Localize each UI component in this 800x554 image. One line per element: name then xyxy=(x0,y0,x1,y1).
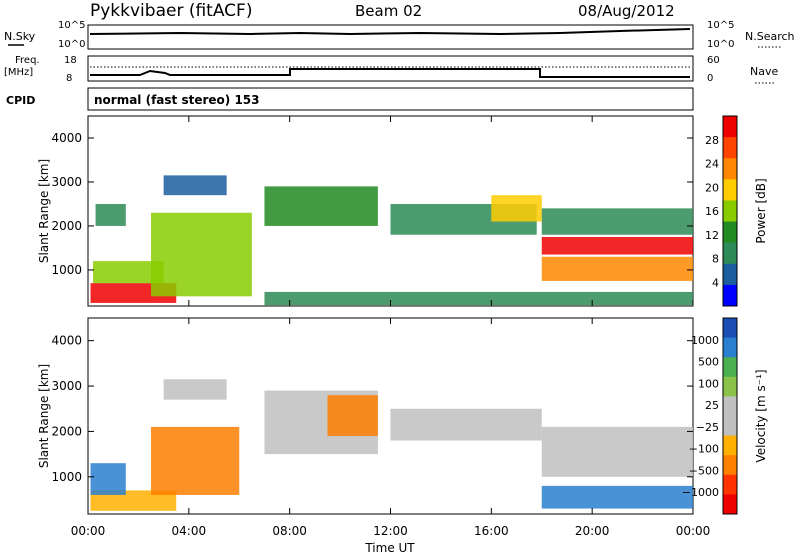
velocity-ytick-2: 2000 xyxy=(51,424,82,438)
velocity-colorbar: 1000 500 100 25 −25 −100 −500 −1000 xyxy=(682,317,738,515)
power-ytick-0: 4000 xyxy=(51,131,82,145)
power-heatmap: 4000 3000 2000 1000 xyxy=(51,115,694,307)
power-colorbar-swatch-1 xyxy=(723,137,737,159)
x-tick-3: 12:00 xyxy=(373,524,408,538)
power-region-2 xyxy=(95,203,126,226)
velocity-colorbar-swatch-4 xyxy=(723,396,737,417)
cpid-program: normal (fast stereo) 153 xyxy=(94,93,260,107)
velocity-ytick-1: 3000 xyxy=(51,379,82,393)
power-colorbar-tick-1: 24 xyxy=(705,158,719,171)
power-region-11 xyxy=(264,291,693,306)
velocity-colorbar-tick-3: 25 xyxy=(705,399,719,412)
velocity-region-0 xyxy=(90,490,177,511)
power-ytick-1: 3000 xyxy=(51,175,82,189)
velocity-ylabel: Slant Range [km] xyxy=(37,364,51,468)
power-colorbar-swatch-2 xyxy=(723,158,737,180)
power-region-4 xyxy=(163,175,227,196)
power-region-5 xyxy=(264,186,378,226)
x-tick-6: 00:00 xyxy=(676,524,711,538)
velocity-region-5 xyxy=(327,395,378,436)
power-colorbar-tick-3: 16 xyxy=(705,205,719,218)
x-tick-0: 00:00 xyxy=(71,524,106,538)
velocity-colorbar-swatch-8 xyxy=(723,474,737,495)
x-tick-2: 08:00 xyxy=(272,524,307,538)
power-colorbar-swatch-4 xyxy=(723,200,737,223)
power-ytick-3: 1000 xyxy=(51,263,82,277)
power-colorbar-swatch-0 xyxy=(723,116,737,138)
x-tick-5: 20:00 xyxy=(575,524,610,538)
freq-tick-low: 8 xyxy=(66,73,72,84)
power-ylabel: Slant Range [km] xyxy=(37,159,51,263)
power-colorbar-tick-0: 28 xyxy=(705,134,719,147)
beam-title: Beam 02 xyxy=(355,2,422,20)
freq-panel xyxy=(87,55,694,82)
power-region-3 xyxy=(151,212,252,297)
cpid-label: CPID xyxy=(6,94,35,107)
power-colorbar-swatch-8 xyxy=(723,284,737,307)
power-colorbar: 28 24 20 16 12 8 4 xyxy=(705,115,738,307)
power-region-7 xyxy=(491,195,542,222)
velocity-colorbar-tick-0: 1000 xyxy=(691,334,719,347)
power-colorbar-swatch-3 xyxy=(723,179,737,201)
velocity-colorbar-swatch-3 xyxy=(723,376,737,397)
power-colorbar-tick-2: 20 xyxy=(705,181,719,194)
power-colorbar-tick-5: 8 xyxy=(712,253,719,266)
freq-label-line2: [MHz] xyxy=(4,67,33,78)
nsky-label: N.Sky xyxy=(4,30,36,43)
x-axis: 00:00 04:00 08:00 12:00 16:00 20:00 00:00 xyxy=(71,116,711,538)
x-axis-label: Time UT xyxy=(364,541,415,554)
velocity-colorbar-tick-2: 100 xyxy=(698,377,719,390)
station-title: Pykkvibaer (fitACF) xyxy=(90,1,252,21)
velocity-colorbar-swatch-2 xyxy=(723,357,737,378)
velocity-colorbar-swatch-1 xyxy=(723,337,737,358)
power-ytick-2: 2000 xyxy=(51,219,82,233)
power-colorbar-tick-4: 12 xyxy=(705,229,719,242)
power-region-9 xyxy=(541,256,693,281)
velocity-colorbar-label: Velocity [m s⁻¹] xyxy=(754,369,768,462)
power-region-10 xyxy=(541,208,693,235)
velocity-region-7 xyxy=(541,426,693,477)
x-tick-4: 16:00 xyxy=(474,524,509,538)
velocity-ytick-0: 4000 xyxy=(51,334,82,348)
velocity-region-3 xyxy=(163,379,227,400)
velocity-ytick-3: 1000 xyxy=(51,470,82,484)
power-colorbar-swatch-6 xyxy=(723,242,737,265)
velocity-region-2 xyxy=(151,426,240,495)
date-title: 08/Aug/2012 xyxy=(578,2,675,20)
velocity-colorbar-tick-1: 500 xyxy=(698,356,719,369)
velocity-colorbar-swatch-6 xyxy=(723,435,737,456)
freq-label-line1: Freq. xyxy=(15,55,40,66)
power-colorbar-swatch-5 xyxy=(723,221,737,244)
freq-tick-high: 18 xyxy=(64,55,77,66)
power-colorbar-label: Power [dB] xyxy=(754,178,768,243)
velocity-colorbar-swatch-7 xyxy=(723,455,737,476)
nave-tick-low: 0 xyxy=(707,73,713,84)
nsearch-tick-high: 10^5 xyxy=(707,20,734,31)
velocity-region-6 xyxy=(390,408,542,441)
nsky-tick-high: 10^5 xyxy=(58,20,85,31)
power-colorbar-swatch-7 xyxy=(723,263,737,286)
velocity-colorbar-swatch-9 xyxy=(723,494,737,515)
velocity-colorbar-tick-5: −100 xyxy=(689,443,719,456)
velocity-colorbar-tick-6: −500 xyxy=(689,464,719,477)
power-region-1 xyxy=(93,261,164,284)
velocity-colorbar-tick-7: −1000 xyxy=(682,486,719,499)
nsearch-label: N.Search xyxy=(745,30,795,43)
velocity-region-1 xyxy=(90,463,126,495)
velocity-colorbar-swatch-5 xyxy=(723,416,737,437)
nave-tick-high: 60 xyxy=(707,55,720,66)
power-colorbar-tick-6: 4 xyxy=(712,276,719,289)
nave-label: Nave xyxy=(750,65,778,78)
x-tick-1: 04:00 xyxy=(172,524,207,538)
velocity-heatmap: 4000 3000 2000 1000 xyxy=(51,317,694,515)
nsky-tick-low: 10^0 xyxy=(58,39,85,50)
power-region-8 xyxy=(541,236,693,255)
velocity-region-8 xyxy=(541,485,693,509)
velocity-colorbar-swatch-0 xyxy=(723,318,737,339)
velocity-colorbar-tick-4: −25 xyxy=(696,421,719,434)
nsky-panel xyxy=(87,24,694,50)
nsearch-tick-low: 10^0 xyxy=(707,39,734,50)
